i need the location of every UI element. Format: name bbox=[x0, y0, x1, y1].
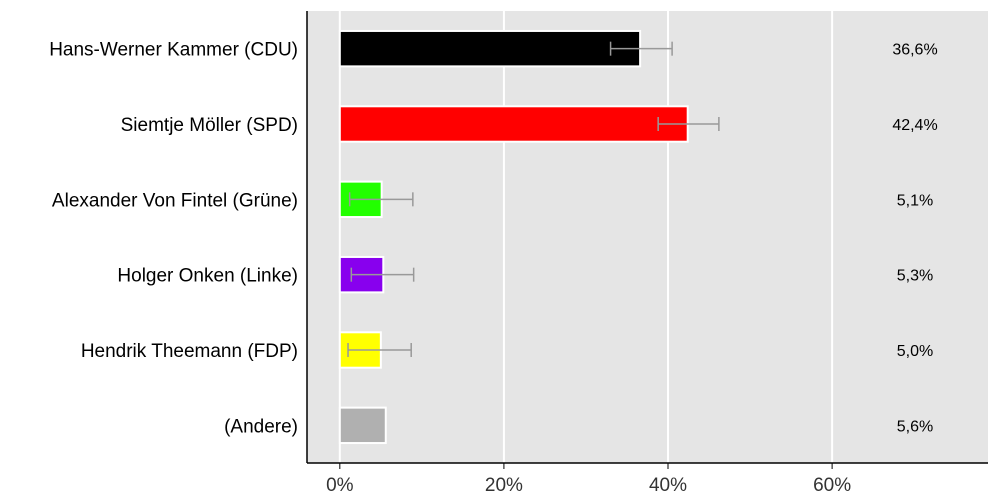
value-labels: 36,6% 42,4% 5,1% 5,3% 5,0% 5,6% bbox=[892, 42, 937, 436]
category-labels: Hans-Werner Kammer (CDU) Siemtje Möller (… bbox=[49, 40, 298, 438]
bar bbox=[338, 406, 387, 445]
x-axis-ticks: 0% 20% 40% 60% bbox=[326, 463, 851, 496]
error-bar bbox=[350, 267, 415, 282]
category-label: (Andere) bbox=[224, 416, 298, 437]
error-bar bbox=[348, 192, 414, 207]
x-tick-label: 0% bbox=[326, 475, 354, 496]
x-tick-label: 60% bbox=[813, 475, 851, 496]
category-label: Holger Onken (Linke) bbox=[117, 266, 298, 287]
gridlines bbox=[338, 11, 834, 463]
category-label: Siemtje Möller (SPD) bbox=[121, 115, 298, 136]
bar bbox=[338, 29, 642, 68]
error-bars bbox=[347, 41, 720, 357]
value-label: 5,0% bbox=[897, 343, 933, 360]
category-label: Hendrik Theemann (FDP) bbox=[81, 341, 298, 362]
category-label: Hans-Werner Kammer (CDU) bbox=[49, 40, 298, 61]
value-label: 5,6% bbox=[897, 418, 933, 435]
error-bar bbox=[347, 343, 412, 357]
value-label: 5,3% bbox=[897, 268, 933, 285]
category-label: Alexander Von Fintel (Grüne) bbox=[52, 190, 298, 211]
x-tick-label: 20% bbox=[485, 475, 523, 496]
value-label: 42,4% bbox=[892, 117, 937, 134]
value-label: 36,6% bbox=[892, 42, 937, 59]
bar bbox=[338, 105, 689, 143]
x-tick-label: 40% bbox=[649, 475, 687, 496]
error-bar bbox=[657, 117, 720, 131]
error-bar bbox=[609, 41, 673, 56]
value-label: 5,1% bbox=[897, 192, 933, 209]
plot-background bbox=[307, 11, 988, 463]
